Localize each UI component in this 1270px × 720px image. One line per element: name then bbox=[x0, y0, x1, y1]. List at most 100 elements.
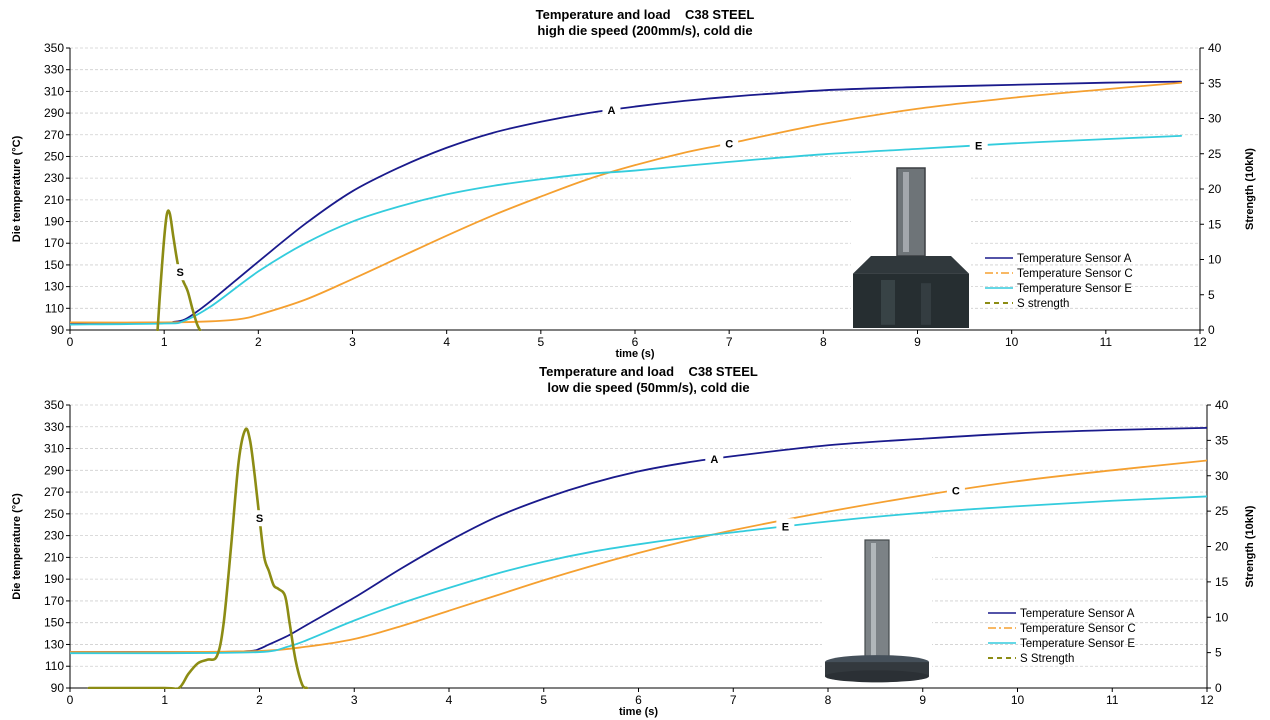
x-tick-label: 2 bbox=[255, 335, 262, 349]
legend-label: S Strength bbox=[1020, 653, 1074, 665]
legend-item: Temperature Sensor A bbox=[985, 253, 1132, 265]
series-line-e bbox=[70, 495, 1207, 655]
y-tick-label: 250 bbox=[44, 149, 64, 163]
y2-tick-label: 20 bbox=[1215, 540, 1229, 554]
y2-tick-label: 30 bbox=[1208, 112, 1222, 126]
y-tick-label: 210 bbox=[44, 193, 64, 207]
y2-tick-label: 15 bbox=[1215, 575, 1229, 589]
series-label-e: E bbox=[975, 140, 982, 152]
y2-tick-label: 40 bbox=[1208, 41, 1222, 55]
x-tick-label: 5 bbox=[540, 693, 547, 707]
series-label-bg bbox=[776, 518, 795, 535]
series-label-bg bbox=[720, 135, 739, 152]
x-tick-label: 10 bbox=[1011, 693, 1025, 707]
x-tick-label: 8 bbox=[820, 335, 827, 349]
y2-tick-label: 25 bbox=[1208, 147, 1222, 161]
y-tick-label: 110 bbox=[45, 659, 64, 673]
series-label-c: C bbox=[725, 138, 733, 150]
legend: Temperature Sensor A Temperature Sensor C… bbox=[988, 608, 1136, 665]
gridlines bbox=[70, 404, 1207, 667]
y2-tick-label: 0 bbox=[1208, 323, 1215, 337]
y-tick-label: 310 bbox=[44, 442, 64, 456]
x-tick-label: 7 bbox=[726, 335, 733, 349]
y2-axis-label: Strength (10kN) bbox=[1244, 148, 1256, 230]
series-label-bg bbox=[602, 101, 621, 118]
x-tick-label: 11 bbox=[1106, 693, 1119, 707]
series-line-s bbox=[87, 427, 309, 689]
y-tick-label: 270 bbox=[44, 485, 64, 499]
x-tick-label: 9 bbox=[919, 693, 926, 707]
x-tick-label: 11 bbox=[1100, 335, 1113, 349]
y2-tick-label: 35 bbox=[1215, 433, 1229, 447]
y2-tick-label: 10 bbox=[1208, 253, 1222, 267]
series-line-c bbox=[70, 81, 1183, 324]
legend-item: Temperature Sensor A bbox=[988, 608, 1135, 620]
y-tick-label: 90 bbox=[51, 323, 65, 337]
chart-title: Temperature and load C38 STEEL bbox=[539, 364, 758, 379]
x-tick-label: 12 bbox=[1200, 693, 1214, 707]
legend-label: Temperature Sensor C bbox=[1017, 268, 1133, 280]
x-tick-label: 8 bbox=[825, 693, 832, 707]
y-tick-label: 150 bbox=[44, 258, 64, 272]
y-tick-label: 250 bbox=[44, 507, 64, 521]
series-line-s bbox=[156, 209, 202, 331]
y-tick-label: 130 bbox=[44, 637, 64, 651]
x-tick-label: 10 bbox=[1005, 335, 1019, 349]
gridlines bbox=[70, 47, 1200, 309]
y2-tick-label: 20 bbox=[1208, 182, 1222, 196]
x-tick-label: 9 bbox=[914, 335, 921, 349]
series-label-c: C bbox=[952, 485, 960, 497]
series-label-bg bbox=[946, 482, 965, 499]
series-label-bg bbox=[969, 137, 988, 154]
legend-item: Temperature Sensor C bbox=[988, 623, 1136, 635]
y-tick-label: 90 bbox=[51, 681, 65, 695]
x-tick-label: 12 bbox=[1193, 335, 1207, 349]
specimen-photo bbox=[851, 167, 971, 328]
y-tick-label: 150 bbox=[44, 616, 64, 630]
y2-tick-label: 35 bbox=[1208, 76, 1222, 90]
x-tick-label: 0 bbox=[67, 335, 74, 349]
flange-shape bbox=[853, 256, 969, 274]
series-label-bg bbox=[705, 450, 724, 467]
x-tick-label: 7 bbox=[730, 693, 737, 707]
base-shape bbox=[853, 273, 969, 328]
x-tick-label: 4 bbox=[443, 335, 450, 349]
y2-tick-label: 15 bbox=[1208, 217, 1222, 231]
x-tick-label: 1 bbox=[161, 693, 168, 707]
y2-axis-label: Strength (10kN) bbox=[1244, 505, 1256, 587]
y-tick-label: 190 bbox=[44, 215, 64, 229]
chart-title: Temperature and load C38 STEEL bbox=[536, 7, 755, 22]
series-label-a: A bbox=[710, 454, 718, 466]
series-label-s: S bbox=[177, 267, 184, 279]
legend-label: Temperature Sensor E bbox=[1020, 638, 1135, 650]
y-tick-label: 330 bbox=[44, 63, 64, 77]
series-label-e: E bbox=[782, 521, 789, 533]
x-tick-label: 6 bbox=[632, 335, 639, 349]
y2-tick-label: 40 bbox=[1215, 398, 1229, 412]
y-tick-label: 230 bbox=[44, 529, 64, 543]
specimen-photo bbox=[822, 539, 932, 683]
y-tick-label: 210 bbox=[44, 550, 64, 564]
y-tick-label: 290 bbox=[44, 106, 64, 120]
x-tick-label: 3 bbox=[351, 693, 358, 707]
y-tick-label: 350 bbox=[44, 41, 64, 55]
y-tick-label: 310 bbox=[44, 84, 64, 98]
y2-tick-label: 30 bbox=[1215, 469, 1229, 483]
legend-label: S strength bbox=[1017, 298, 1069, 310]
x-tick-label: 2 bbox=[256, 693, 263, 707]
series-label-a: A bbox=[607, 105, 615, 117]
y-tick-label: 330 bbox=[44, 420, 64, 434]
y2-tick-label: 5 bbox=[1208, 288, 1215, 302]
y2-tick-label: 25 bbox=[1215, 504, 1229, 518]
legend-item: Temperature Sensor E bbox=[988, 638, 1135, 650]
x-tick-label: 5 bbox=[537, 335, 544, 349]
shaft-shape bbox=[896, 167, 926, 257]
series-label-s: S bbox=[256, 513, 263, 525]
chart-subtitle: high die speed (200mm/s), cold die bbox=[537, 23, 752, 38]
legend-item: S Strength bbox=[988, 653, 1074, 665]
legend-label: Temperature Sensor A bbox=[1020, 608, 1135, 620]
x-tick-label: 1 bbox=[161, 335, 168, 349]
